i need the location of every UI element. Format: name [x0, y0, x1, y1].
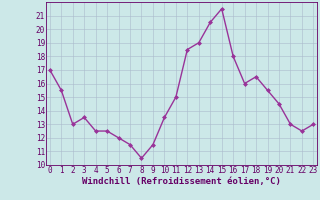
- X-axis label: Windchill (Refroidissement éolien,°C): Windchill (Refroidissement éolien,°C): [82, 177, 281, 186]
